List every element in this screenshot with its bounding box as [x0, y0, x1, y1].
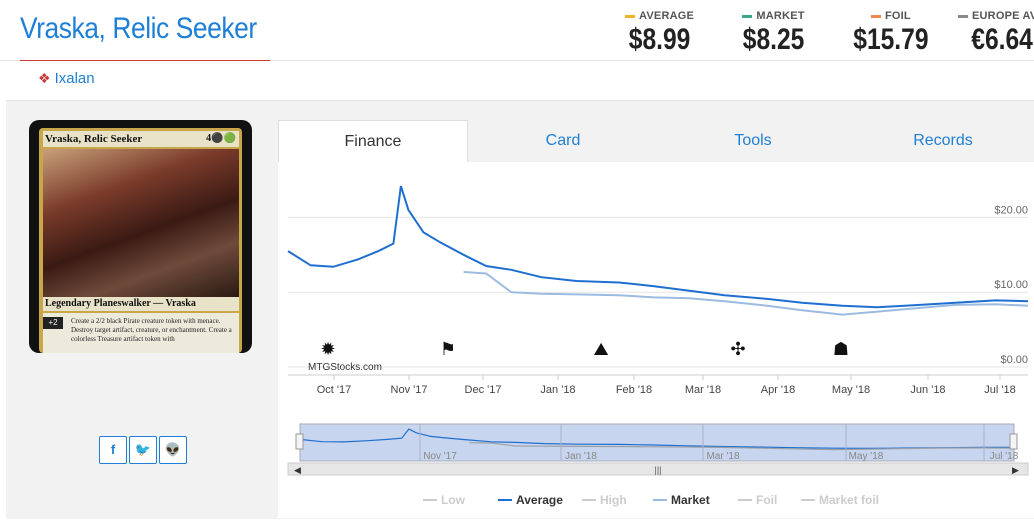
- x-tick-label: Dec '17: [465, 384, 502, 396]
- x-tick-label: Feb '18: [616, 384, 652, 396]
- price-chart[interactable]: $20.00 $10.00 $0.00 ✹ ⚑ ⛰ ✣ ☗ MTGStocks.com Oct '…: [278, 162, 1034, 518]
- legend-item-low: Low: [441, 493, 466, 507]
- watermark-band: [288, 304, 1028, 376]
- price-chart-area: $20.00 $10.00 $0.00 ✹ ⚑ ⛰ ✣ ☗ MTGStocks.com Oct '…: [278, 162, 1034, 518]
- price-foil: FOIL $15.79: [845, 10, 937, 57]
- legend-item-average: Average: [516, 493, 563, 507]
- scroll-left-icon: ◀: [294, 465, 301, 475]
- tab-records[interactable]: Records: [913, 132, 973, 149]
- price-europe: EUROPE AVG €6.64: [958, 10, 1034, 57]
- card-art: [43, 149, 239, 297]
- x-tick-label: Apr '18: [761, 384, 796, 396]
- legend-item-market: Market: [671, 493, 710, 507]
- price-average: AVERAGE $8.99: [622, 10, 697, 57]
- header-divider: [0, 60, 1034, 61]
- price-average-label: AVERAGE: [639, 10, 695, 22]
- set-symbol-icon: ☗: [833, 339, 849, 359]
- y-tick-label: $20.00: [994, 204, 1028, 216]
- navigator-average-line: [299, 428, 1015, 450]
- set-symbol-icon: ✹: [320, 339, 335, 359]
- social-share: f 🐦 👽: [99, 436, 187, 464]
- set-link[interactable]: ❖ Ixalan: [38, 70, 95, 87]
- price-average-value: $8.99: [628, 23, 691, 56]
- price-market-label: MARKET: [756, 10, 805, 22]
- x-tick-label: Oct '17: [317, 384, 352, 396]
- scrollbar-track: [287, 462, 1029, 476]
- x-tick-label: May '18: [832, 384, 870, 396]
- navigator-label: May '18: [849, 451, 884, 462]
- set-name: Ixalan: [54, 70, 95, 87]
- x-tick-label: Jan '18: [540, 384, 575, 396]
- set-symbol-icon: ✣: [730, 339, 745, 359]
- price-europe-value: €6.64: [971, 23, 1033, 56]
- scroll-right-icon: ▶: [1012, 465, 1019, 475]
- y-tick-label: $0.00: [1000, 354, 1028, 366]
- tab-finance[interactable]: Finance: [278, 120, 468, 162]
- price-foil-label: FOIL: [884, 10, 911, 22]
- series-line-average: [287, 185, 1029, 309]
- watermark-text: MTGStocks.com: [308, 362, 382, 373]
- card-name-bar: Vraska, Relic Seeker 4⚫🟢: [43, 131, 239, 147]
- legend-item-foil: Foil: [756, 493, 777, 507]
- navigator-left-handle: [295, 433, 304, 450]
- set-symbol-icon: ⚑: [440, 339, 456, 359]
- tab-bar: Finance Card Tools Records: [278, 120, 1034, 162]
- set-symbol-icon: ⛰: [593, 339, 608, 359]
- market-dash-icon: [742, 14, 753, 18]
- loyalty-icon: +2: [43, 317, 63, 329]
- card-type-line: Legendary Planeswalker — Vraska: [43, 297, 239, 311]
- tab-tools[interactable]: Tools: [734, 132, 772, 149]
- europe-dash-icon: [958, 14, 968, 18]
- price-europe-label: EUROPE AVG: [972, 10, 1034, 22]
- x-tick-label: Jun '18: [910, 384, 945, 396]
- price-market-value: $8.25: [742, 23, 805, 56]
- navigator-window: [299, 423, 1015, 462]
- legend-item-market-foil: Market foil: [819, 493, 879, 507]
- foil-dash-icon: [870, 14, 881, 18]
- title-underline: [20, 60, 270, 61]
- average-dash-icon: [625, 14, 636, 18]
- navigator-market-line: [469, 442, 1015, 451]
- navigator-right-handle: [1009, 433, 1018, 450]
- navigator-label: Nov '17: [423, 451, 457, 462]
- y-tick-label: $10.00: [994, 279, 1028, 291]
- series-line-market: [463, 271, 1029, 316]
- navigator-label: Jan '18: [565, 451, 597, 462]
- ixalan-set-icon: ❖: [38, 70, 51, 86]
- card-image[interactable]: Vraska, Relic Seeker 4⚫🟢 Legendary Plane…: [29, 120, 252, 353]
- page-header: Vraska, Relic Seeker ❖ Ixalan AVERAGE $8…: [0, 0, 1034, 100]
- page-title: Vraska, Relic Seeker: [20, 12, 257, 45]
- scroll-grip-icon: |||: [654, 465, 661, 475]
- x-tick-label: Nov '17: [391, 384, 428, 396]
- price-market: MARKET $8.25: [736, 10, 811, 57]
- navigator-label: Mar '18: [706, 451, 739, 462]
- tab-card[interactable]: Card: [545, 132, 581, 149]
- x-tick-label: Mar '18: [685, 384, 721, 396]
- price-foil-value: $15.79: [853, 23, 929, 56]
- mana-cost-icon: 4⚫🟢: [206, 133, 236, 144]
- facebook-share-icon[interactable]: f: [99, 436, 127, 464]
- navigator-label: Jul '18: [990, 451, 1019, 462]
- twitter-share-icon[interactable]: 🐦: [129, 436, 157, 464]
- reddit-share-icon[interactable]: 👽: [159, 436, 187, 464]
- legend-item-high: High: [600, 493, 627, 507]
- card-rules-text: Create a 2/2 black Pirate creature token…: [43, 313, 239, 353]
- card-art-name: Vraska, Relic Seeker: [45, 133, 143, 145]
- x-tick-label: Jul '18: [984, 384, 1015, 396]
